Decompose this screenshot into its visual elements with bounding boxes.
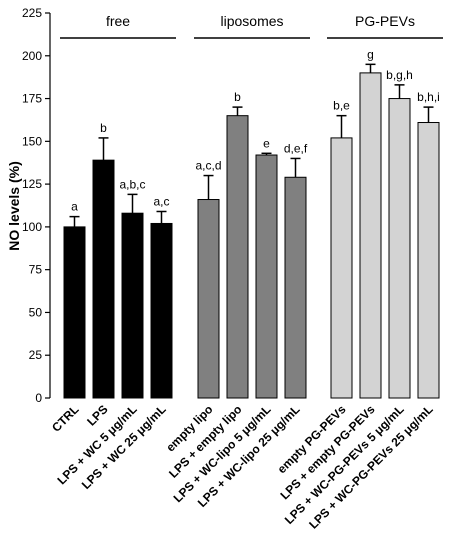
significance-label: a,c bbox=[153, 194, 169, 208]
significance-label: b bbox=[100, 121, 107, 135]
category-label: CTRL bbox=[49, 402, 82, 435]
group-label: liposomes bbox=[220, 13, 283, 29]
y-tick-label: 50 bbox=[29, 305, 43, 319]
y-tick-label: 75 bbox=[29, 263, 43, 277]
y-tick-label: 200 bbox=[22, 49, 42, 63]
category-label: LPS + WC-PG-PEVs 5 μg/mL bbox=[282, 402, 407, 527]
bar bbox=[255, 154, 278, 399]
significance-label: b bbox=[234, 90, 241, 104]
bar bbox=[359, 72, 382, 399]
bar bbox=[388, 98, 411, 399]
significance-label: b,g,h bbox=[386, 68, 413, 82]
significance-label: a,c,d bbox=[195, 159, 221, 173]
bar bbox=[92, 159, 115, 399]
y-tick-label: 150 bbox=[22, 134, 42, 148]
bar bbox=[284, 176, 307, 399]
significance-label: b,e bbox=[333, 99, 350, 113]
group-labels: free liposomes PG-PEVs bbox=[60, 13, 443, 39]
significance-label: d,e,f bbox=[284, 141, 308, 155]
y-tick-label: 125 bbox=[22, 177, 42, 191]
bar bbox=[150, 222, 173, 399]
y-tick-label: 25 bbox=[29, 348, 43, 362]
y-tick-label: 225 bbox=[22, 6, 42, 20]
bar bbox=[330, 137, 353, 399]
significance-label: e bbox=[263, 136, 270, 150]
y-tick-label: 175 bbox=[22, 92, 42, 106]
bar bbox=[197, 199, 220, 399]
bar bbox=[63, 226, 86, 399]
bar bbox=[121, 212, 144, 399]
y-axis: 0 25 50 75 100 125 150 175 200 225 bbox=[22, 6, 51, 405]
group-label: free bbox=[106, 13, 130, 29]
y-axis-label: NO levels (%) bbox=[6, 161, 22, 250]
y-tick-label: 100 bbox=[22, 220, 42, 234]
significance-label: g bbox=[367, 47, 374, 61]
y-tick-label: 0 bbox=[35, 391, 42, 405]
bars: a b a,b,c a,c a,c,d b e d,e,f b,e g b,g,h b,h,i bbox=[63, 47, 440, 399]
bar bbox=[226, 115, 249, 399]
bar bbox=[417, 122, 440, 399]
significance-label: a,b,c bbox=[119, 177, 145, 191]
group-label: PG-PEVs bbox=[355, 13, 415, 29]
significance-label: b,h,i bbox=[417, 90, 440, 104]
significance-label: a bbox=[71, 200, 78, 214]
